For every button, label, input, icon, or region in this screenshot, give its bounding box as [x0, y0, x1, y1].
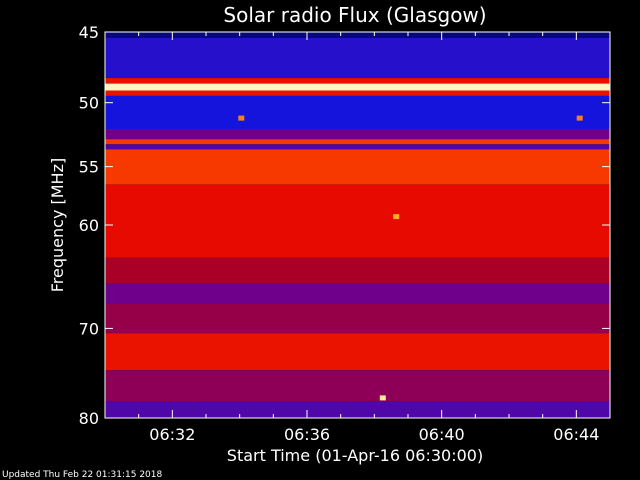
heatmap-band [105, 184, 610, 258]
chart-title: Solar radio Flux (Glasgow) [223, 3, 486, 27]
heatmap-band [105, 304, 610, 334]
x-tick-label: 06:40 [419, 425, 465, 444]
updated-timestamp: Updated Thu Feb 22 01:31:15 2018 [2, 470, 163, 480]
x-tick-label: 06:44 [553, 425, 599, 444]
heatmap-band [105, 283, 610, 304]
y-tick-label: 80 [79, 409, 99, 428]
heatmap-band [105, 32, 610, 38]
heatmap-band [105, 83, 610, 91]
x-tick-label: 06:32 [149, 425, 195, 444]
heatmap-band [105, 257, 610, 284]
heatmap-feature [238, 115, 245, 121]
y-tick-label: 50 [79, 94, 99, 113]
y-axis-label: Frequency [MHz] [48, 158, 67, 292]
y-tick-label: 70 [79, 319, 99, 338]
heatmap-feature [576, 115, 583, 121]
heatmap-band [105, 401, 610, 418]
heatmap-band [105, 37, 610, 79]
heatmap-band [105, 149, 610, 185]
heatmap-band [105, 370, 610, 401]
heatmap-bands [105, 32, 610, 418]
y-tick-label: 55 [79, 158, 99, 177]
plot-area [104, 31, 611, 419]
heatmap-band [105, 129, 610, 140]
x-axis-label: Start Time (01-Apr-16 06:30:00) [227, 446, 483, 465]
heatmap-band [105, 139, 610, 145]
y-tick-label: 45 [79, 23, 99, 42]
x-axis: 06:32 06:36 06:40 06:44 [104, 32, 611, 444]
heatmap-band [105, 333, 610, 371]
heatmap-feature [393, 214, 400, 220]
x-tick-label: 06:36 [284, 425, 330, 444]
heatmap-band [105, 95, 610, 129]
heatmap-band [105, 90, 610, 96]
y-axis: 45 50 55 60 70 80 [79, 23, 610, 428]
y-tick-label: 60 [79, 216, 99, 235]
heatmap-feature [379, 395, 386, 401]
heatmap-band [105, 144, 610, 150]
heatmap-band [105, 78, 610, 84]
heatmap-features [238, 115, 583, 401]
